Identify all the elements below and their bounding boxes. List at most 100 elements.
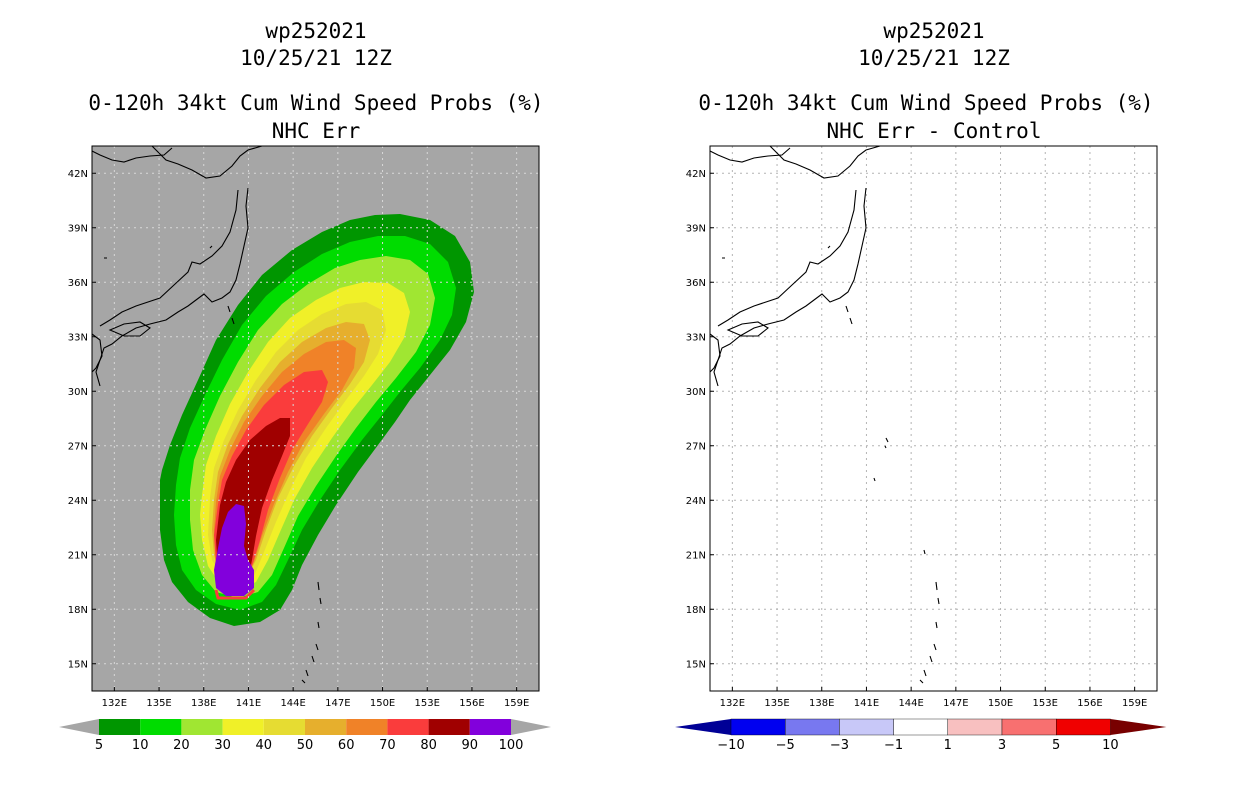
left-probability-swath [160,214,474,626]
colorbar-swatch-30 [222,719,264,735]
colorbar-swatch-70 [387,719,429,735]
colorbar-swatch [785,718,840,736]
swath-edge-highlight [214,588,256,600]
x-tick-label: 150E [988,698,1013,709]
colorbar-label: 50 [297,738,314,753]
right-axis-ticks: 132E 135E 138E 141E 144E 147E 150E 153E 156E 159E… [686,169,1148,709]
left-title-subtitle: NHC Err [271,119,361,143]
colorbar-label: 30 [214,738,231,753]
left-title-storm: wp252021 [265,19,367,43]
x-tick-label: 150E [370,698,395,709]
shikoku-coast [726,321,769,337]
y-tick-label: 21N [686,550,706,561]
japan-honshu-east-coast [713,187,867,387]
y-tick-label: 36N [686,278,706,289]
left-axis-ticks: 132E 135E 138E 141E 144E 147E 150E 153E 156E 159E… [68,169,530,709]
colorbar-label: 10 [132,738,149,753]
colorbar-label: 20 [173,738,190,753]
y-tick-label: 18N [68,605,88,616]
mariana-islands [301,581,322,684]
japan-honshu-north-coast [99,189,239,327]
x-tick-label: 138E [191,698,216,709]
x-tick-label: 156E [1077,698,1102,709]
colorbar-swatch-80 [428,719,470,735]
colorbar-swatch-90 [469,719,511,735]
colorbar-label: −1 [884,738,903,753]
y-tick-label: 18N [686,605,706,616]
x-tick-label: 153E [1033,698,1058,709]
x-tick-label: 141E [236,698,261,709]
swath-level-90 [214,504,254,596]
japan-hokkaido-coast [769,145,881,179]
colorbar-label: 5 [95,738,103,753]
x-tick-label: 132E [102,698,127,709]
kyushu-coast [709,333,721,373]
colorbar-swatch-20 [181,719,223,735]
y-tick-label: 33N [68,332,88,343]
colorbar-label: 1 [944,738,952,753]
shikoku-coast [108,321,151,337]
colorbar-swatch-5 [99,719,141,735]
y-tick-label: 24N [686,496,706,507]
left-coastlines [91,145,322,684]
colorbar-swatch [730,718,786,736]
y-tick-label: 42N [686,169,706,180]
y-tick-label: 30N [68,387,88,398]
mariana-islands [919,549,940,684]
right-title-product: 0-120h 34kt Cum Wind Speed Probs (%) [698,91,1154,115]
x-tick-label: 147E [325,698,350,709]
y-tick-label: 39N [686,223,706,234]
colorbar-swatch [1001,718,1057,736]
colorbar-swatch-60 [346,719,388,735]
x-tick-label: 135E [764,698,789,709]
kyushu-coast [91,333,103,373]
right-coastlines [709,145,940,684]
japan-honshu-east-coast [95,187,249,387]
x-tick-label: 138E [809,698,834,709]
left-map-frame [91,145,540,692]
y-tick-label: 30N [686,387,706,398]
colorbar-over-arrow [511,719,551,735]
colorbar-swatch [1055,718,1111,736]
colorbar-label: −5 [776,738,795,753]
right-title-subtitle: NHC Err - Control [826,119,1042,143]
x-tick-label: 135E [146,698,171,709]
colorbar-swatch-40 [263,719,305,735]
japan-honshu-north-coast [717,189,857,327]
colorbar-label: 60 [338,738,355,753]
colorbar-swatch [893,718,948,736]
left-title-product: 0-120h 34kt Cum Wind Speed Probs (%) [88,91,544,115]
ryukyu-dots [104,245,235,325]
colorbar-swatch-50 [305,719,347,735]
colorbar-over-arrow [1110,719,1167,735]
ryukyu-dots [722,245,853,325]
y-tick-label: 27N [686,441,706,452]
y-tick-label: 15N [686,659,706,670]
right-map-panel: 132E 135E 138E 141E 144E 147E 150E 153E 156E 159E… [686,145,1158,709]
left-map-panel: 132E 135E 138E 141E 144E 147E 150E 153E 156E 159E… [68,145,540,709]
x-tick-label: 144E [280,698,305,709]
colorbar-label: −10 [717,738,744,753]
right-map-background [710,146,1157,691]
colorbar-label: 80 [420,738,437,753]
colorbar-label: 40 [256,738,273,753]
y-tick-label: 24N [68,496,88,507]
colorbar-under-arrow [675,719,731,735]
left-colorbar: 5 10 20 30 40 50 60 70 80 90 100 [59,719,551,753]
japan-hokkaido-coast [151,145,263,179]
colorbar-swatch [839,718,894,736]
x-tick-label: 144E [898,698,923,709]
bonin-islands [873,437,889,482]
x-tick-label: 153E [415,698,440,709]
y-tick-label: 39N [68,223,88,234]
colorbar-label: −3 [830,738,849,753]
colorbar-label: 70 [379,738,396,753]
left-gridlines [92,146,539,691]
right-gridlines [710,146,1157,691]
x-tick-label: 147E [943,698,968,709]
right-title-storm: wp252021 [883,19,985,43]
y-tick-label: 36N [68,278,88,289]
y-tick-label: 15N [68,659,88,670]
colorbar-swatch [947,718,1003,736]
y-tick-label: 21N [68,550,88,561]
